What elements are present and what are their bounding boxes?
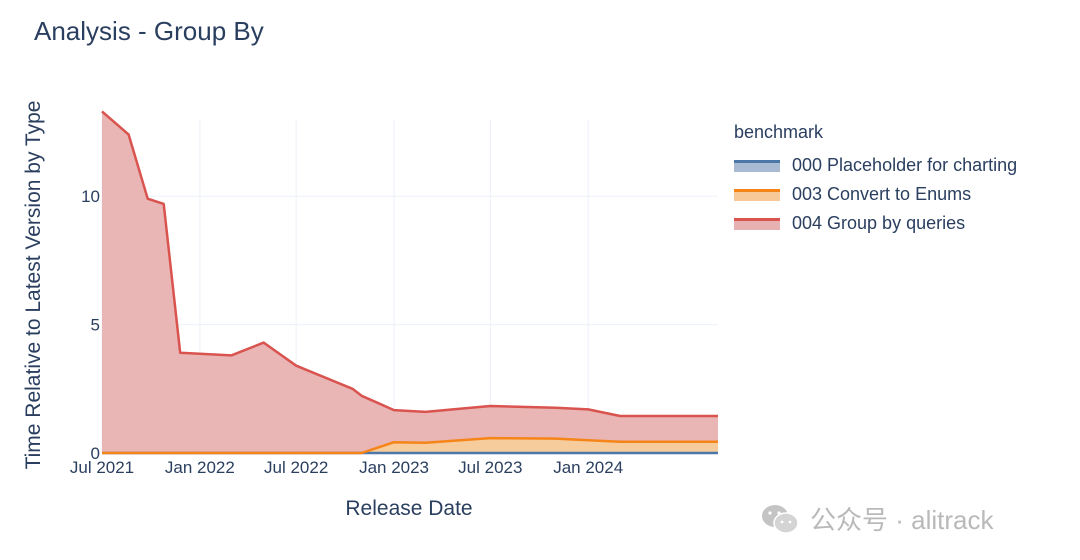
series-area-1 [102, 438, 718, 453]
x-tick-label: Jul 2021 [70, 458, 134, 477]
x-tick-label: Jan 2024 [553, 458, 623, 477]
x-tick-labels: Jul 2021 Jan 2022 Jul 2022 Jan 2023 Jul 2023… [70, 458, 623, 477]
x-tick-label: Jul 2022 [264, 458, 328, 477]
chart-title: Analysis - Group By [34, 16, 264, 46]
watermark-text: 公众号 · alitrack [810, 505, 994, 535]
watermark: 公众号 · alitrack [760, 500, 993, 537]
x-tick-label: Jan 2023 [359, 458, 429, 477]
series-line-2 [101, 110, 718, 418]
legend-label: 003 Convert to Enums [792, 184, 972, 204]
wechat-icon [762, 504, 799, 534]
legend-swatch [734, 159, 780, 172]
legend-label: 004 Group by queries [792, 213, 966, 233]
legend-item-1[interactable]: 003 Convert to Enums [734, 180, 1017, 209]
x-tick-label: Jul 2023 [458, 458, 522, 477]
series-lines [101, 110, 718, 455]
legend-swatch [734, 217, 780, 230]
legend-label: 000 Placeholder for charting [792, 155, 1018, 175]
y-tick-label: 5 [91, 316, 100, 335]
legend-title: benchmark [734, 122, 824, 142]
legend-item-0[interactable]: 000 Placeholder for charting [734, 151, 1017, 180]
y-tick-label: 0 [91, 444, 100, 463]
series-areas [102, 111, 718, 454]
x-axis-label: Release Date [345, 497, 472, 520]
y-tick-label: 10 [81, 187, 100, 206]
legend-item-2[interactable]: 004 Group by queries [734, 209, 1017, 238]
y-tick-labels: 0 5 10 [81, 187, 100, 463]
x-tick-label: Jan 2022 [165, 458, 235, 477]
series-area-2 [102, 111, 718, 454]
series-line-1 [102, 436, 718, 455]
legend-swatch [734, 188, 780, 201]
legend: benchmark 000 Placeholder for charting 00… [734, 122, 1017, 238]
y-axis-label: Time Relative to Latest Version by Type [22, 101, 45, 470]
